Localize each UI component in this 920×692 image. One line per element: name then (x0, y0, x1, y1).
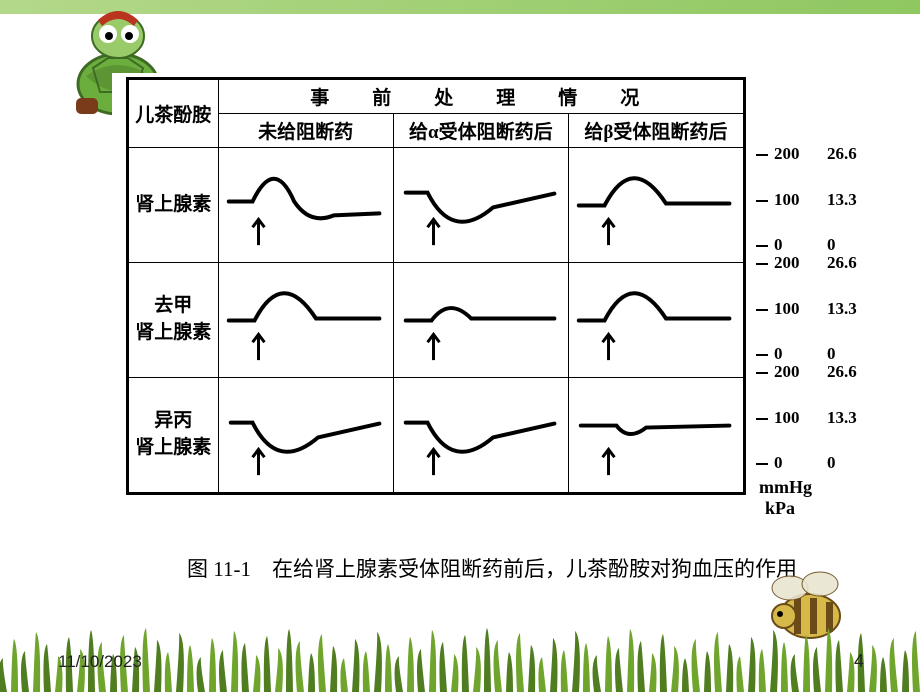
curve-small-up (394, 263, 568, 371)
curve-big-up (569, 263, 743, 371)
tick-kPa: 13.3 (827, 190, 857, 210)
tick-kPa: 0 (827, 453, 836, 473)
tick-kPa: 26.6 (827, 144, 857, 164)
curve-up-then-undershoot (219, 148, 393, 256)
tick-kPa: 26.6 (827, 362, 857, 382)
cell-r1-c2 (568, 263, 743, 378)
tick-mmHg: 100 (774, 190, 800, 210)
tick-mmHg: 0 (774, 453, 783, 473)
tick-kPa: 26.6 (827, 253, 857, 273)
tick-mmHg: 200 (774, 362, 800, 382)
column-header-1: 给α受体阻断药后 (393, 114, 568, 148)
cell-r0-c0 (218, 148, 393, 263)
scale-row-1: 20026.610013.300 (748, 254, 868, 363)
column-header-0: 未给阻断药 (218, 114, 393, 148)
figure-panel: 儿茶酚胺 事 前 处 理 情 况 未给阻断药给α受体阻断药后给β受体阻断药后 肾… (112, 73, 844, 619)
curve-down-recover (219, 378, 393, 486)
figure-caption: 图 11-1 在给肾上腺素受体阻断药前后，儿茶酚胺对狗血压的作用 (162, 553, 822, 583)
cell-r1-c0 (218, 263, 393, 378)
chart-table: 儿茶酚胺 事 前 处 理 情 况 未给阻断药给α受体阻断药后给β受体阻断药后 肾… (128, 79, 744, 493)
row-label-1: 去甲肾上腺素 (129, 263, 219, 378)
row-header-corner: 儿茶酚胺 (129, 80, 219, 148)
tick-mmHg: 100 (774, 408, 800, 428)
bee-decoration (760, 558, 860, 648)
tick-kPa: 13.3 (827, 299, 857, 319)
unit-mmHg: mmHg (759, 477, 809, 498)
tick-kPa: 13.3 (827, 408, 857, 428)
cell-r2-c2 (568, 378, 743, 493)
cell-r1-c1 (393, 263, 568, 378)
row-label-0: 肾上腺素 (129, 148, 219, 263)
axis-units: mmHg kPa (759, 477, 844, 519)
tick-mmHg: 200 (774, 253, 800, 273)
cell-r0-c1 (393, 148, 568, 263)
curve-big-up (569, 148, 743, 256)
unit-kPa: kPa (765, 498, 805, 519)
header-top: 事 前 处 理 情 况 (218, 80, 743, 114)
curve-big-up (219, 263, 393, 371)
tick-mmHg: 100 (774, 299, 800, 319)
slide-date: 11/10/2023 (58, 652, 142, 672)
cell-r2-c1 (393, 378, 568, 493)
curve-down-recover (394, 148, 568, 256)
scale-row-2: 200 26.6 100 13.3 0 0 (748, 363, 868, 472)
cell-r0-c2 (568, 148, 743, 263)
row-label-2: 异丙肾上腺素 (129, 378, 219, 493)
y-axis-scales: 20026.610013.30020026.610013.30020026.61… (748, 145, 868, 472)
curve-down-recover (394, 378, 568, 486)
chart-table-wrap: 儿茶酚胺 事 前 处 理 情 况 未给阻断药给α受体阻断药后给β受体阻断药后 肾… (126, 77, 746, 495)
slide-page-number: 4 (854, 651, 864, 672)
column-header-2: 给β受体阻断药后 (568, 114, 743, 148)
tick-mmHg: 200 (774, 144, 800, 164)
curve-tiny-dip (569, 378, 743, 486)
scale-row-0: 20026.610013.300 (748, 145, 868, 254)
cell-r2-c0 (218, 378, 393, 493)
